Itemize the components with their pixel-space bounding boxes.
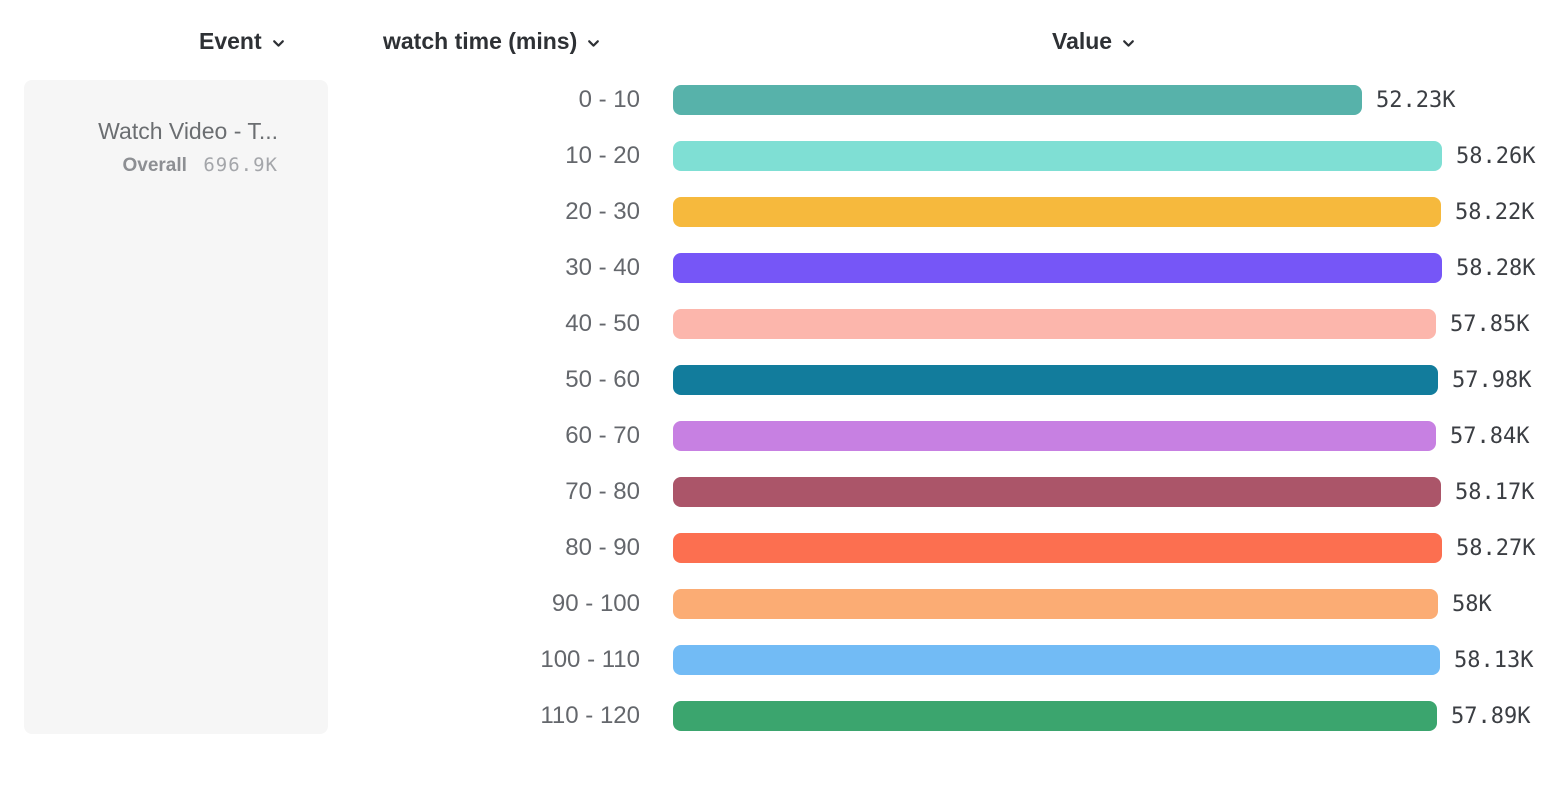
value-bar[interactable]: [673, 533, 1442, 563]
event-column-header[interactable]: Event: [199, 28, 286, 55]
value-column-header[interactable]: Value: [1052, 28, 1136, 55]
event-column-label: Event: [199, 28, 262, 54]
bucket-label: 70 - 80: [565, 478, 640, 505]
event-overall-row: Overall 696.9K: [40, 154, 278, 177]
chart-row: 20 - 30 58.22K: [0, 184, 1568, 240]
chevron-down-icon: [1121, 36, 1136, 51]
value-bar[interactable]: [673, 701, 1437, 731]
chart-row: 90 - 100 58K: [0, 576, 1568, 632]
bucket-label: 50 - 60: [565, 366, 640, 393]
bucket-label: 40 - 50: [565, 310, 640, 337]
overall-label: Overall: [122, 155, 187, 176]
value-label: 58.17K: [1455, 479, 1535, 505]
chart-row: 110 - 120 57.89K: [0, 688, 1568, 744]
value-bar[interactable]: [673, 589, 1438, 619]
event-card[interactable]: Watch Video - T... Overall 696.9K: [24, 80, 328, 734]
chart-row: 70 - 80 58.17K: [0, 464, 1568, 520]
value-label: 57.85K: [1450, 311, 1530, 337]
bucket-label: 80 - 90: [565, 534, 640, 561]
chart-row: 80 - 90 58.27K: [0, 520, 1568, 576]
value-bar[interactable]: [673, 85, 1362, 115]
value-label: 58.27K: [1456, 535, 1536, 561]
bucket-column-header[interactable]: watch time (mins): [383, 28, 601, 55]
value-bar[interactable]: [673, 477, 1441, 507]
chart-row: 10 - 20 58.26K: [0, 128, 1568, 184]
chart-rows: 0 - 10 52.23K 10 - 20 58.26K 20 - 30 58.…: [0, 72, 1568, 744]
event-title: Watch Video - T...: [98, 118, 278, 144]
value-bar[interactable]: [673, 309, 1436, 339]
overall-value: 696.9K: [203, 154, 278, 176]
bucket-label: 0 - 10: [578, 86, 640, 113]
value-label: 58.26K: [1456, 143, 1536, 169]
value-bar[interactable]: [673, 141, 1442, 171]
chart-row: 50 - 60 57.98K: [0, 352, 1568, 408]
chart-row: 40 - 50 57.85K: [0, 296, 1568, 352]
value-label: 58.22K: [1455, 199, 1535, 225]
value-label: 57.89K: [1451, 703, 1531, 729]
bucket-label: 100 - 110: [540, 646, 640, 673]
bucket-label: 90 - 100: [551, 590, 640, 617]
value-bar[interactable]: [673, 365, 1438, 395]
value-bar[interactable]: [673, 253, 1442, 283]
value-label: 52.23K: [1376, 87, 1456, 113]
chevron-down-icon: [586, 36, 601, 51]
bucket-label: 110 - 120: [540, 702, 640, 729]
bucket-label: 30 - 40: [565, 254, 640, 281]
chart-row: 100 - 110 58.13K: [0, 632, 1568, 688]
value-label: 58K: [1452, 591, 1492, 617]
chevron-down-icon: [271, 36, 286, 51]
chart-row: 0 - 10 52.23K: [0, 72, 1568, 128]
value-column-label: Value: [1052, 28, 1113, 54]
chart-row: 30 - 40 58.28K: [0, 240, 1568, 296]
bucket-label: 20 - 30: [565, 198, 640, 225]
value-bar[interactable]: [673, 645, 1440, 675]
value-label: 57.84K: [1450, 423, 1530, 449]
bucket-column-label: watch time (mins): [383, 28, 578, 54]
chart-row: 60 - 70 57.84K: [0, 408, 1568, 464]
bucket-label: 10 - 20: [565, 142, 640, 169]
value-bar[interactable]: [673, 197, 1441, 227]
value-label: 58.13K: [1454, 647, 1534, 673]
bucket-label: 60 - 70: [565, 422, 640, 449]
value-label: 58.28K: [1456, 255, 1536, 281]
value-bar[interactable]: [673, 421, 1436, 451]
value-label: 57.98K: [1452, 367, 1532, 393]
